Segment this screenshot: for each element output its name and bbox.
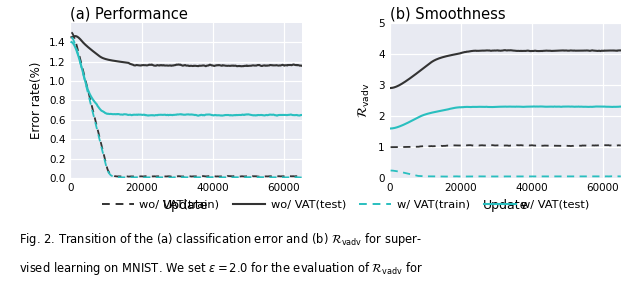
- Legend: wo/ VAT(train), wo/ VAT(test), w/ VAT(train), w/ VAT(test): wo/ VAT(train), wo/ VAT(test), w/ VAT(tr…: [97, 195, 594, 215]
- Y-axis label: Error rate(%): Error rate(%): [30, 62, 44, 139]
- Text: Fig. 2. Transition of the (a) classification error and (b) $\mathcal{R}_{\mathrm: Fig. 2. Transition of the (a) classifica…: [19, 231, 422, 248]
- Y-axis label: $\mathcal{R}_{\mathrm{vadv}}$: $\mathcal{R}_{\mathrm{vadv}}$: [357, 83, 372, 118]
- Text: (b) Smoothness: (b) Smoothness: [390, 7, 505, 22]
- Text: (a) Performance: (a) Performance: [70, 7, 188, 22]
- Text: vised learning on MNIST. We set $\epsilon = 2.0$ for the evaluation of $\mathcal: vised learning on MNIST. We set $\epsilo…: [19, 260, 423, 277]
- X-axis label: Update: Update: [483, 199, 528, 212]
- X-axis label: Update: Update: [163, 199, 209, 212]
